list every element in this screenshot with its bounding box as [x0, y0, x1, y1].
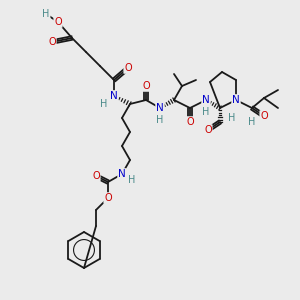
Text: H: H: [100, 99, 108, 109]
Text: H: H: [228, 113, 236, 123]
Text: N: N: [202, 95, 210, 105]
Text: O: O: [186, 117, 194, 127]
Text: O: O: [124, 63, 132, 73]
Text: N: N: [110, 91, 118, 101]
Text: H: H: [248, 117, 256, 127]
Text: O: O: [48, 37, 56, 47]
Text: N: N: [232, 95, 240, 105]
Text: O: O: [54, 17, 62, 27]
Text: H: H: [128, 175, 136, 185]
Text: O: O: [260, 111, 268, 121]
Text: O: O: [92, 171, 100, 181]
Text: H: H: [202, 107, 210, 117]
Text: N: N: [156, 103, 164, 113]
Text: H: H: [42, 9, 50, 19]
Text: O: O: [104, 193, 112, 203]
Text: H: H: [156, 115, 164, 125]
Text: O: O: [142, 81, 150, 91]
Text: N: N: [118, 169, 126, 179]
Text: O: O: [204, 125, 212, 135]
